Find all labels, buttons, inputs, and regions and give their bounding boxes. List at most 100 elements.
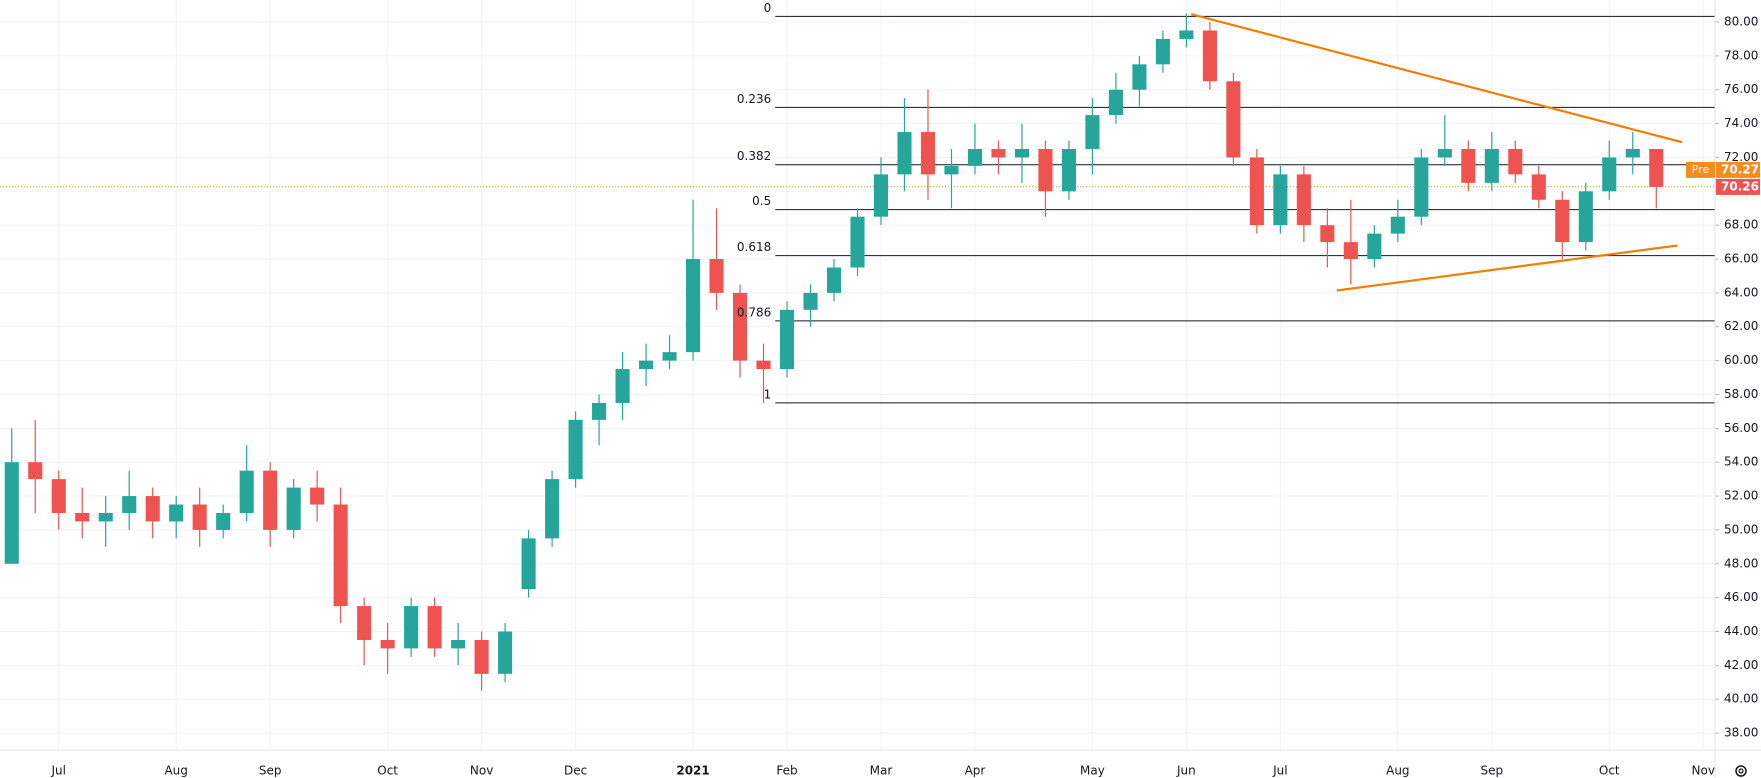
pre-price-tag [1716,161,1760,178]
y-tick-label: 68.00 [1724,218,1758,232]
candle-body [1179,30,1194,39]
candle-body [944,165,959,175]
trend-line [1190,13,1683,144]
candle-body [709,259,724,293]
candle-body [991,148,1006,158]
fib-label: 0.618 [737,240,771,254]
candle-body [98,512,113,522]
candle-body [1038,148,1053,192]
y-tick-label: 72.00 [1724,150,1758,164]
candle-body [1555,199,1570,243]
x-tick-label: Nov [470,764,493,778]
fib-label: 0.382 [737,149,771,163]
candle-body [897,132,912,175]
candle-body [615,369,630,403]
candle-body [310,487,325,505]
x-tick-label: Apr [965,764,986,778]
y-tick-label: 58.00 [1724,387,1758,401]
candle-body [873,174,889,217]
candle-body [75,512,90,522]
candle-body [286,487,301,530]
y-tick-label: 76.00 [1724,82,1758,96]
candle-body [1649,148,1664,187]
candle-body [1508,148,1523,175]
candle-body [1202,30,1217,82]
candle-body [1343,242,1358,260]
candle-body [169,504,184,522]
fib-label: 1 [764,387,772,401]
candle-body [1367,233,1382,260]
candle-body [239,470,254,513]
candle-body [639,360,654,370]
candle-body [498,631,513,674]
candle-body [756,360,771,370]
last-price-label: 70.26 [1721,179,1759,193]
x-tick-label: Dec [564,764,587,778]
candle-body [333,504,348,607]
candle-body [28,462,43,480]
candle-body [1578,191,1593,243]
x-tick-label: Aug [1386,764,1409,778]
x-tick-label: Nov [1692,764,1715,778]
candle-body [803,292,818,310]
candle-body [1390,216,1405,234]
y-tick-label: 80.00 [1724,15,1758,29]
candle-body [263,470,278,530]
y-tick-label: 40.00 [1724,692,1758,706]
candle-body [1625,148,1640,158]
candle-body [1437,148,1452,158]
y-tick-label: 42.00 [1724,658,1758,672]
candle-body [1602,157,1617,192]
candle-body [592,402,607,420]
gear-hub [1738,768,1744,774]
candle-body [4,462,19,564]
fib-label: 0 [764,1,772,15]
candle-body [1108,89,1123,116]
plot [0,0,1715,750]
x-tick-label: Jul [1272,764,1287,778]
candle-body [1461,148,1476,183]
y-tick-label: 78.00 [1724,48,1758,62]
candle-body [192,504,207,530]
last-price-tag [1716,178,1760,195]
candle-body [122,496,137,513]
pre-tag-label: Pre [1692,163,1710,176]
y-tick-label: 46.00 [1724,590,1758,604]
x-tick-label: Sep [259,764,282,778]
candle-body [732,292,748,361]
candle-body [1296,174,1311,226]
x-tick-label: Feb [776,764,797,778]
candle-body [427,606,442,649]
candle-body [451,639,466,649]
y-tick-label: 60.00 [1724,353,1758,367]
x-tick-label: Sep [1481,764,1504,778]
y-tick-label: 74.00 [1724,116,1758,130]
y-tick-label: 56.00 [1724,421,1758,435]
y-tick-label: 38.00 [1724,726,1758,740]
x-tick-label: Aug [164,764,187,778]
candle-body [1155,38,1170,65]
candle-body [826,267,842,293]
candle-body [1414,157,1429,217]
candle-body [967,148,983,166]
candle-body [145,496,160,522]
x-tick-label: Jul [50,764,65,778]
fib-label: 0.786 [737,305,771,319]
fib-label: 0.5 [752,194,771,208]
candle-body [686,259,701,353]
y-tick-label: 62.00 [1724,319,1758,333]
candle-body [1273,174,1288,226]
candle-body [779,309,795,370]
candle-body [404,606,419,649]
gear-ring [1735,765,1747,777]
y-tick-label: 66.00 [1724,252,1758,266]
y-tick-label: 52.00 [1724,489,1758,503]
x-tick-label: Jun [1176,764,1196,778]
settings-icon[interactable] [1735,765,1747,777]
candle-body [216,512,231,530]
candle-body [1085,115,1100,149]
y-tick-label: 48.00 [1724,556,1758,570]
pre-price-label: 70.27 [1721,162,1759,176]
candle-body [545,479,560,539]
fib-label: 0.236 [737,92,771,106]
